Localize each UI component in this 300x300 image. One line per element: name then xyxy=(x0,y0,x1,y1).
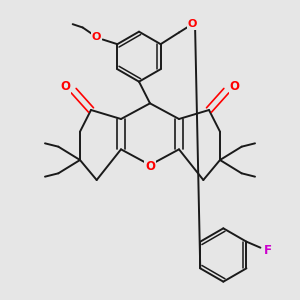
Text: O: O xyxy=(230,80,240,93)
Text: O: O xyxy=(145,160,155,173)
Text: O: O xyxy=(60,80,70,93)
Text: O: O xyxy=(92,32,101,43)
Text: F: F xyxy=(264,244,272,257)
Text: O: O xyxy=(188,19,197,29)
